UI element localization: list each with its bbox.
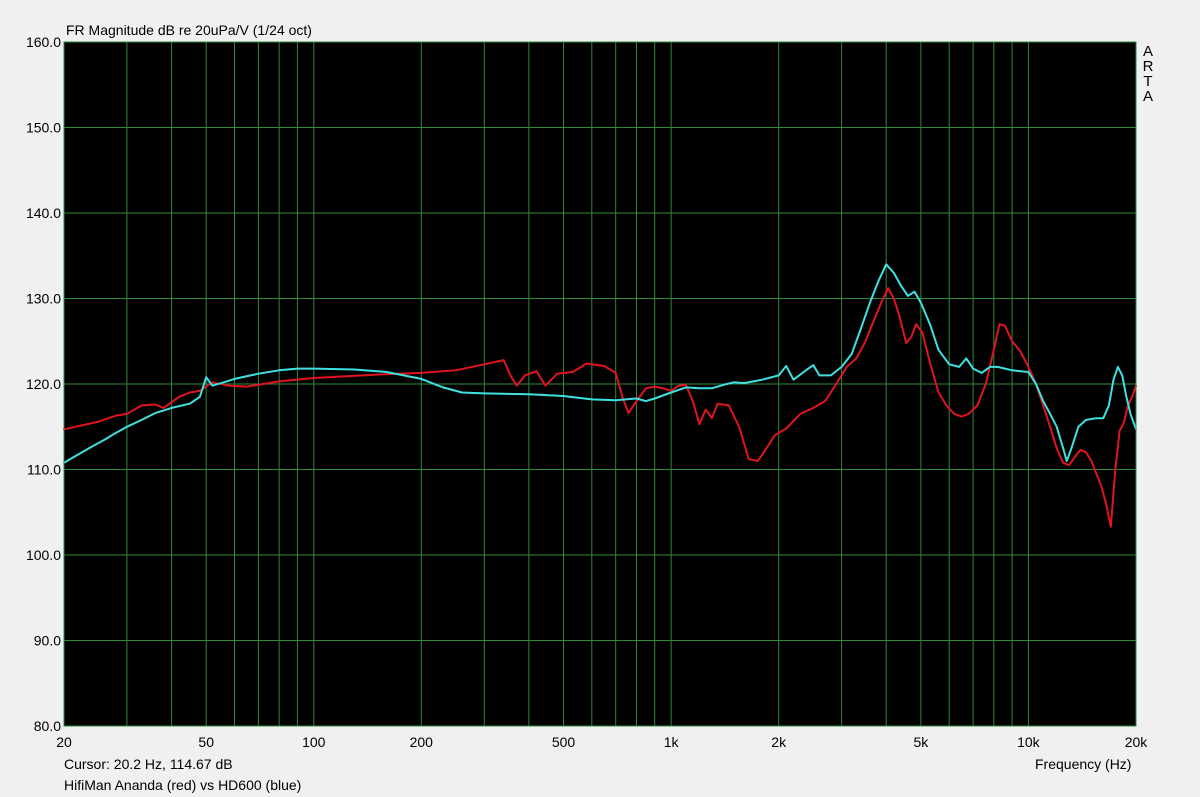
x-tick-label: 5k — [914, 734, 930, 750]
plot-border — [63, 41, 1137, 727]
x-tick-label: 200 — [410, 734, 434, 750]
x-axis-label: Frequency (Hz) — [1035, 756, 1132, 772]
horizontal-gridlines — [64, 127, 1136, 641]
watermark-letter: A — [1142, 43, 1153, 60]
x-tick-label: 20 — [56, 734, 72, 750]
x-tick-label: 100 — [302, 734, 326, 750]
chart-title: FR Magnitude dB re 20uPa/V (1/24 oct) — [66, 22, 312, 38]
series-line-blue — [63, 263, 1137, 464]
y-tick-label: 80.0 — [34, 718, 61, 734]
legend-text: HifiMan Ananda (red) vs HD600 (blue) — [64, 777, 302, 793]
x-tick-label: 2k — [771, 734, 787, 750]
y-tick-label: 110.0 — [27, 462, 61, 478]
x-tick-label: 500 — [552, 734, 576, 750]
cursor-readout: Cursor: 20.2 Hz, 114.67 dB — [64, 756, 233, 772]
x-tick-label: 1k — [664, 734, 680, 750]
watermark-letter: R — [1142, 58, 1154, 75]
y-tick-label: 160.0 — [26, 34, 61, 50]
y-tick-labels: 80.0 90.0 100.0 110.0 120.0 130.0 140.0 150.0 16… — [26, 34, 61, 734]
watermark-letter: T — [1143, 73, 1153, 90]
watermark-letter: A — [1142, 88, 1153, 105]
series-line-red — [63, 287, 1137, 528]
y-tick-label: 120.0 — [26, 376, 61, 392]
x-tick-label: 10k — [1017, 734, 1041, 750]
y-tick-label: 130.0 — [26, 291, 61, 307]
y-tick-label: 140.0 — [26, 205, 61, 221]
x-tick-labels: 20 50 100 200 500 1k 2k 5k 10k 20k — [56, 734, 1148, 750]
arta-watermark: A R T A — [1141, 44, 1155, 104]
x-tick-label: 50 — [198, 734, 214, 750]
y-tick-label: 90.0 — [34, 633, 61, 649]
y-tick-label: 100.0 — [26, 547, 61, 563]
series-lines — [63, 263, 1137, 528]
x-tick-label: 20k — [1125, 734, 1149, 750]
y-tick-label: 150.0 — [26, 120, 61, 136]
